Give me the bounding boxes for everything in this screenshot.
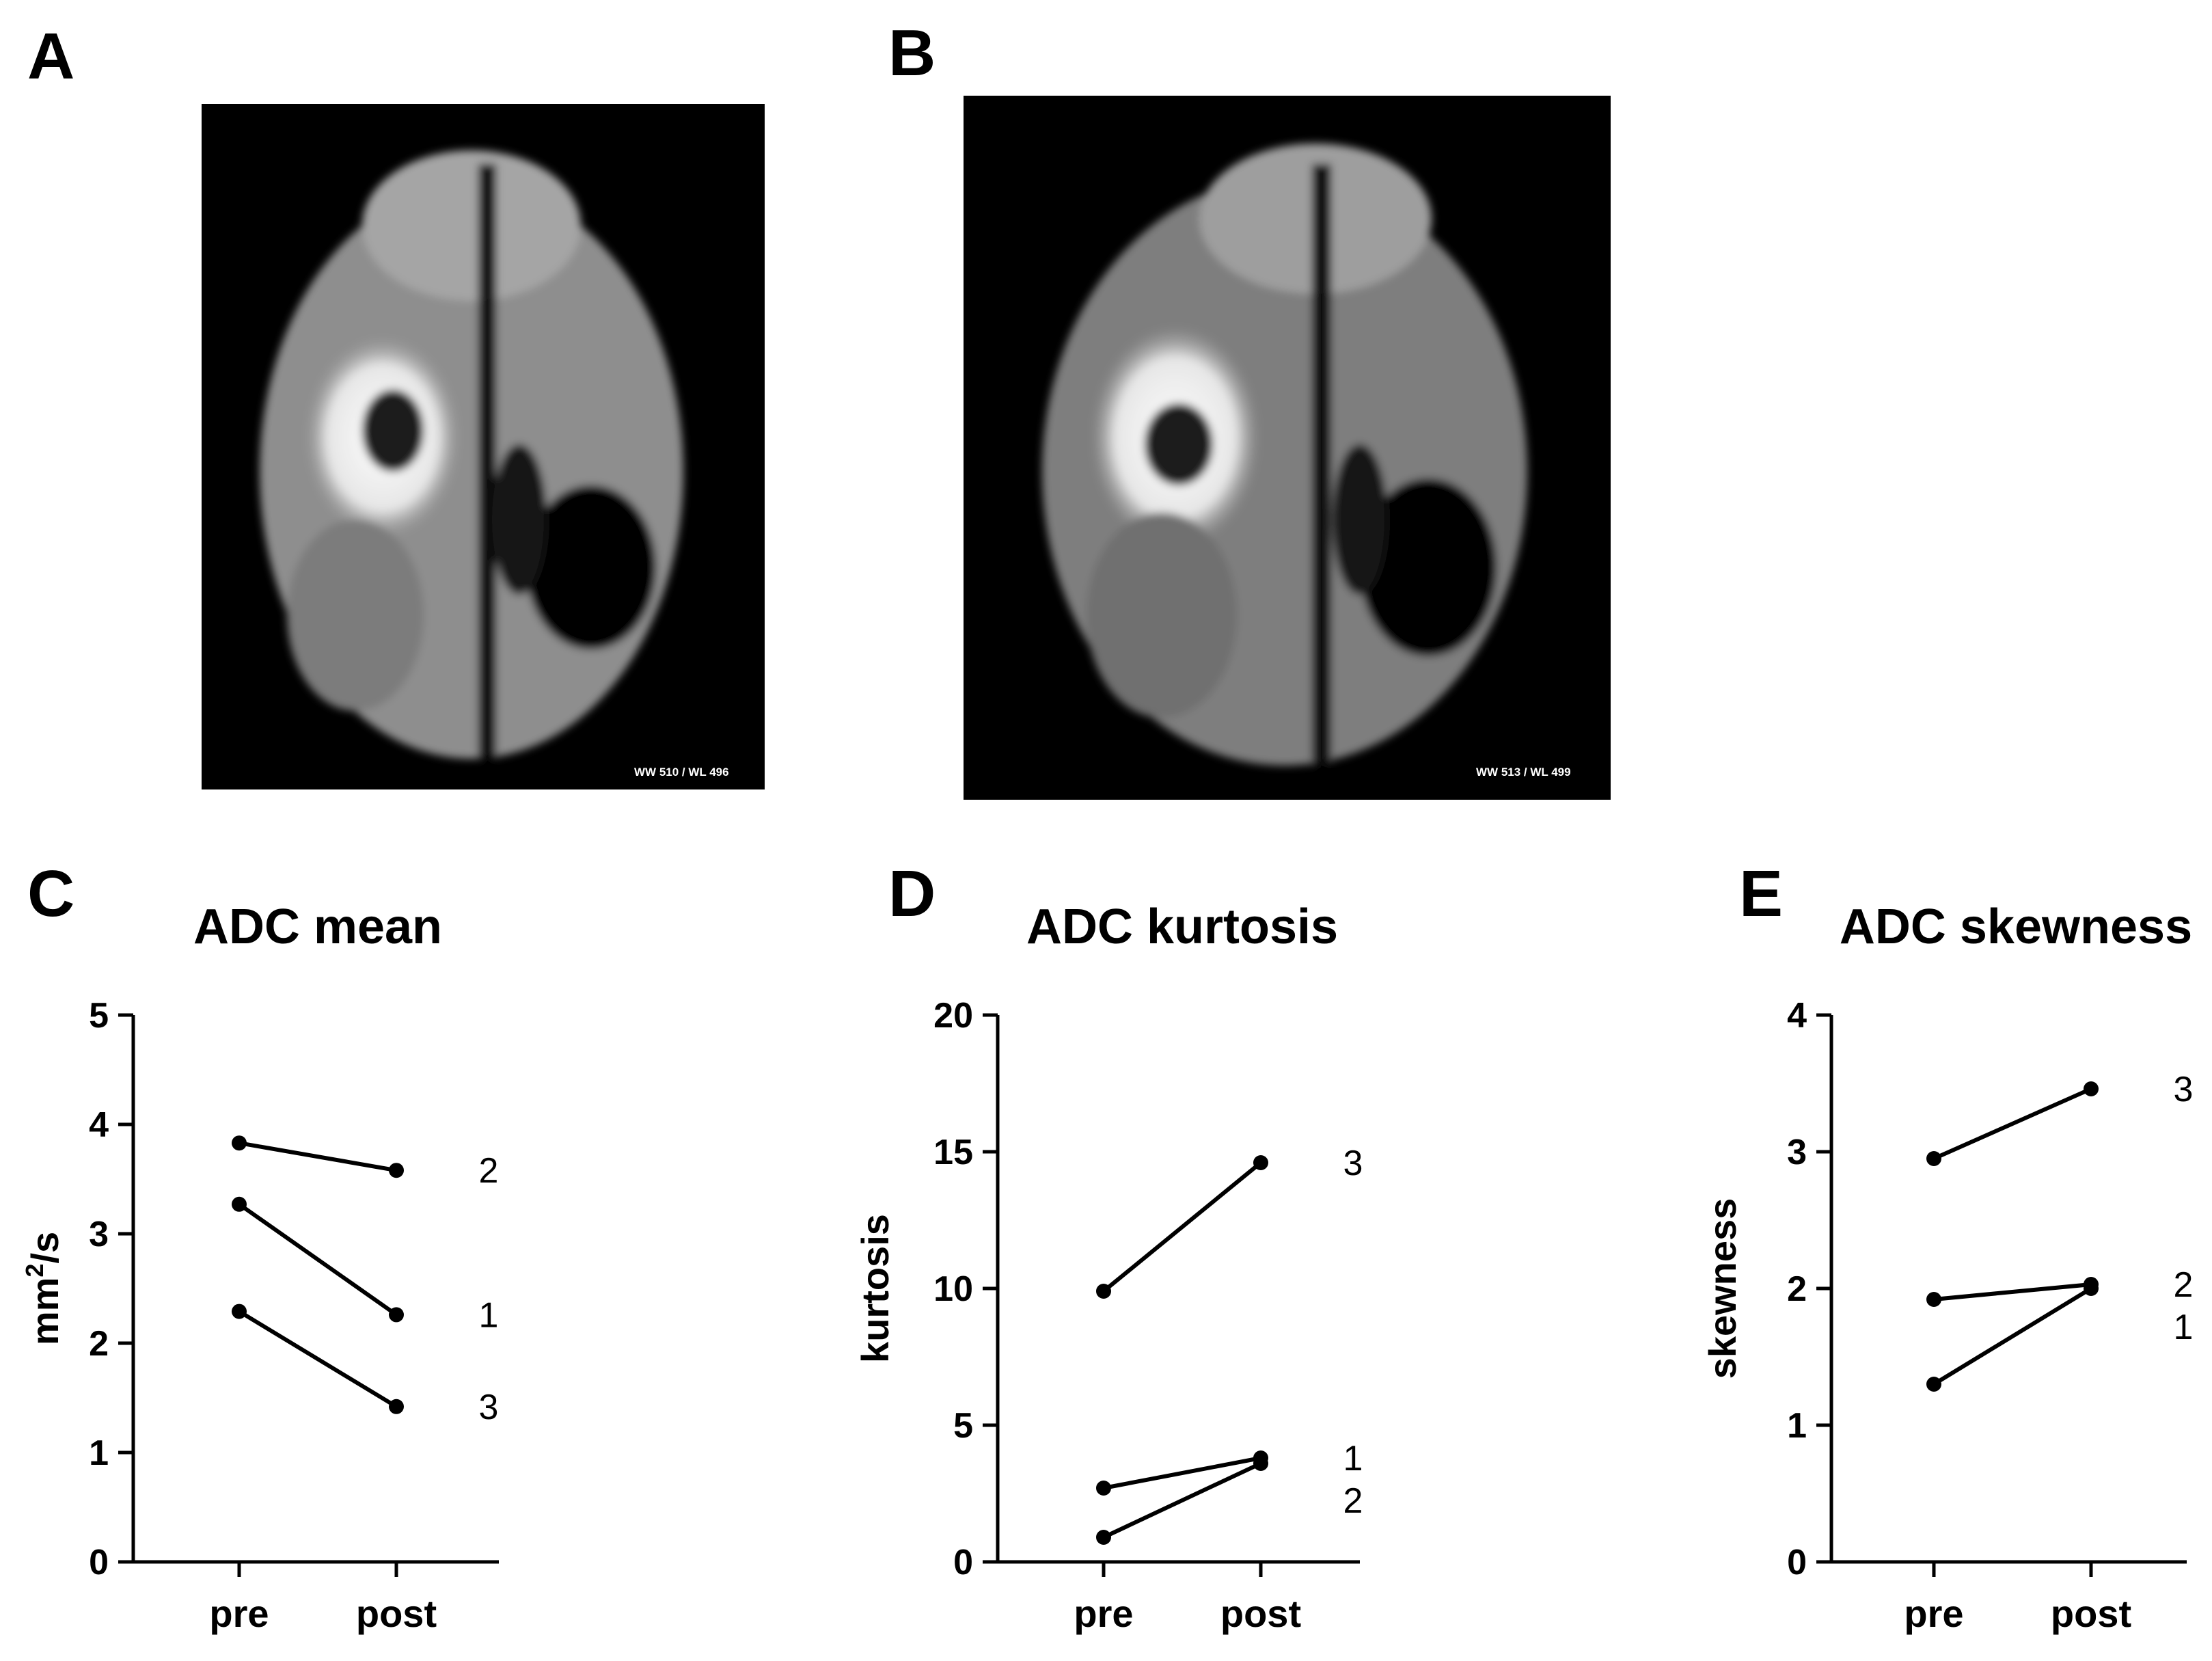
series-2: 2 [1926,1265,2193,1307]
y-tick-label: 0 [1787,1543,1807,1582]
series-label: 2 [1343,1481,1363,1521]
series-line [1103,1456,1261,1490]
panel-letter-b: B [888,16,936,90]
chart-title: ADC mean [193,900,442,954]
series-line [238,1141,397,1173]
series-label: 2 [479,1151,499,1191]
y-tick-label: 2 [89,1324,109,1364]
y-tick-label: 4 [1787,996,1807,1036]
y-tick-label: 4 [89,1105,109,1145]
window-level-label-b: WW 513 / WL 499 [1476,766,1571,779]
data-point-pre [1096,1481,1111,1496]
panel-letter-d: D [888,857,936,930]
data-point-pre [1926,1151,1941,1166]
data-point-pre [1096,1530,1111,1545]
y-tick-label: 20 [933,996,973,1036]
series-label: 1 [2174,1308,2194,1347]
series-line [1102,1461,1262,1539]
series-line [1933,1087,2092,1161]
y-tick-label: 5 [89,996,109,1036]
series-2: 2 [232,1135,498,1191]
y-tick-label: 3 [1787,1133,1807,1172]
data-point-post [1253,1155,1268,1170]
series-label: 1 [1343,1439,1363,1478]
y-tick-label: 1 [1787,1406,1807,1446]
x-tick-label-pre: pre [1904,1592,1963,1635]
y-tick-label: 1 [89,1433,109,1473]
panel-letter-c: C [27,857,74,930]
series-line [238,1310,398,1409]
data-point-pre [232,1304,247,1319]
data-point-pre [1096,1284,1111,1299]
y-tick-label: 3 [89,1215,109,1254]
data-point-post [389,1163,404,1178]
y-axis-label: skewness [1701,1198,1744,1379]
data-point-post [2084,1277,2099,1292]
series-label: 1 [479,1295,499,1335]
chart-title: ADC skewness [1840,900,2192,954]
y-tick-label: 2 [1787,1269,1807,1309]
data-point-post [1253,1456,1268,1471]
series-3: 3 [1096,1144,1363,1299]
series-line [1102,1161,1262,1293]
y-tick-label: 0 [89,1543,109,1582]
x-tick-label-pre: pre [1074,1592,1133,1635]
series-line [1933,1282,2092,1301]
y-tick-label: 10 [933,1269,973,1309]
data-point-pre [1926,1292,1941,1307]
series-label: 3 [1343,1144,1363,1183]
series-line [1933,1286,2092,1386]
y-tick-label: 15 [933,1133,973,1172]
panel-letter-e: E [1739,857,1783,930]
y-axis-label: kurtosis [854,1214,897,1363]
data-point-post [2084,1081,2099,1096]
x-tick-label-post: post [356,1592,437,1635]
series-2: 2 [1096,1456,1363,1545]
mri-image-b: WW 513 / WL 499 [964,96,1611,800]
series-3: 3 [1926,1070,2193,1166]
series-line [238,1202,398,1316]
data-point-pre [1926,1377,1941,1392]
x-tick-label-pre: pre [209,1592,269,1635]
data-point-post [389,1399,404,1414]
window-level-label-a: WW 510 / WL 496 [634,766,729,779]
series-label: 3 [2174,1070,2194,1109]
series-label: 2 [2174,1265,2194,1305]
data-point-pre [232,1135,247,1151]
series-3: 3 [232,1304,498,1427]
series-1: 1 [1096,1439,1363,1496]
y-tick-label: 0 [953,1543,973,1582]
chart-adc-mean: C ADC mean 0 1 2 3 4 5 pre post mm2/s 1 2 3 [21,857,499,1635]
chart-adc-kurtosis: D ADC kurtosis 0 5 10 15 20 pre post kurtosis 12 3 [854,857,1363,1635]
data-point-post [389,1307,404,1323]
y-tick-label: 5 [953,1406,973,1446]
chart-title: ADC kurtosis [1026,900,1338,954]
y-axis-label: mm2/s [21,1232,66,1345]
x-tick-label-post: post [1220,1592,1301,1635]
x-tick-label-post: post [2051,1592,2131,1635]
mri-image-a: WW 510 / WL 496 [202,104,765,789]
series-1: 1 [232,1196,499,1335]
panel-letter-a: A [27,20,74,93]
data-point-pre [232,1196,247,1212]
series-label: 3 [479,1388,499,1427]
